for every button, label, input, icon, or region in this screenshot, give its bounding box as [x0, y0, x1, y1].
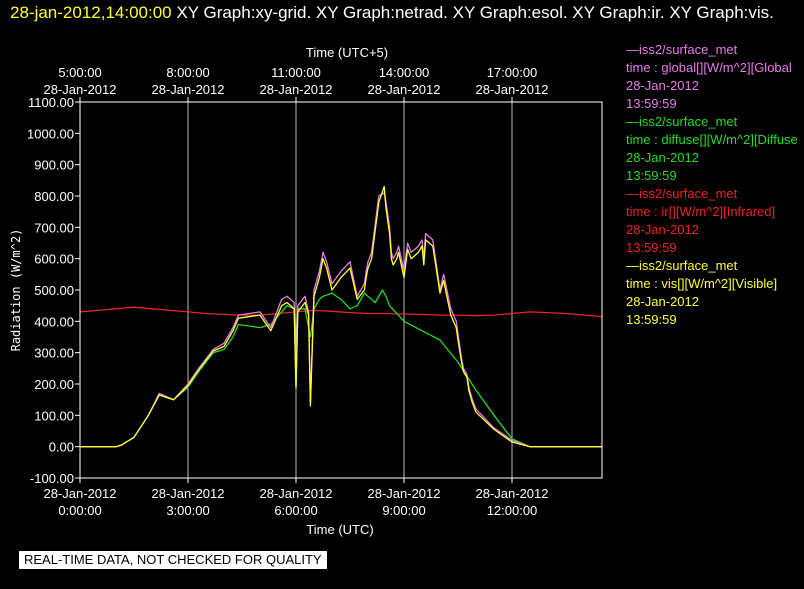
legend-time: 13:59:59 [626, 96, 677, 111]
legend-field: time : ir[][W/m^2][Infrared] [626, 204, 776, 219]
x-tick-bottom-time: 6:00:00 [274, 503, 317, 518]
y-tick-label: 500.00 [34, 283, 74, 298]
legend-date: 28-Jan-2012 [626, 222, 699, 237]
x-tick-top-date: 28-Jan-2012 [44, 82, 117, 97]
legend-field: time : diffuse[][W/m^2][Diffuse [626, 132, 798, 147]
x-tick-bottom-date: 28-Jan-2012 [368, 486, 441, 501]
series-layer [79, 185, 603, 448]
quality-warning-banner: REAL-TIME DATA, NOT CHECKED FOR QUALITY [19, 551, 327, 569]
y-tick-label: 200.00 [34, 377, 74, 392]
x-tick-top-time: 17:00:00 [487, 65, 538, 80]
legend-field: time : vis[][W/m^2][Visible] [626, 276, 778, 291]
axis-layer: -100.00 0.00 100.00 200.00 300.00 400.00 500.0… [27, 65, 549, 518]
legend-field: time : global[][W/m^2][Global [626, 60, 792, 75]
legend-entry-visible: —iss2/surface_met time : vis[][W/m^2][Vi… [626, 257, 804, 329]
y-tick-label: 300.00 [34, 346, 74, 361]
x-tick-bottom-time: 0:00:00 [58, 503, 101, 518]
y-tick-label: 1000.00 [27, 126, 74, 141]
y-tick-label: 0.00 [49, 440, 74, 455]
legend-date: 28-Jan-2012 [626, 150, 699, 165]
x-tick-bottom-time: 12:00:00 [487, 503, 538, 518]
legend-source: —iss2/surface_met [626, 186, 738, 201]
y-tick-label: 1100.00 [28, 95, 74, 110]
y-tick-label: 900.00 [34, 158, 74, 173]
legend-time: 13:59:59 [626, 240, 677, 255]
y-tick-label: 700.00 [34, 220, 74, 235]
y-tick-label: 800.00 [34, 189, 74, 204]
legend-entry-diffuse: —iss2/surface_met time : diffuse[][W/m^2… [626, 113, 804, 185]
x-tick-top-time: 8:00:00 [166, 65, 209, 80]
header-graph-list: XY Graph:xy-grid. XY Graph:netrad. XY Gr… [176, 3, 774, 22]
x-tick-bottom-time: 3:00:00 [166, 503, 209, 518]
series-line-visible [80, 185, 602, 448]
x-tick-top-date: 28-Jan-2012 [476, 82, 549, 97]
x-tick-bottom-date: 28-Jan-2012 [44, 486, 117, 501]
series-line-infrared [79, 306, 603, 318]
legend-date: 28-Jan-2012 [626, 294, 699, 309]
x-tick-bottom-date: 28-Jan-2012 [152, 486, 225, 501]
legend-entry-infrared: —iss2/surface_met time : ir[][W/m^2][Inf… [626, 185, 804, 257]
x-axis-top-label: Time (UTC+5) [306, 45, 388, 60]
header-timestamp: 28-jan-2012,14:00:00 [10, 3, 172, 22]
legend-source: —iss2/surface_met [626, 258, 738, 273]
y-tick-label: 600.00 [34, 252, 74, 267]
x-tick-top-time: 14:00:00 [379, 65, 430, 80]
series-line-diffuse [80, 289, 602, 448]
x-tick-bottom-time: 9:00:00 [382, 503, 425, 518]
legend-entry-global: —iss2/surface_met time : global[][W/m^2]… [626, 41, 804, 113]
x-tick-top-date: 28-Jan-2012 [152, 82, 225, 97]
x-tick-top-time: 11:00:00 [271, 65, 321, 80]
x-tick-bottom-date: 28-Jan-2012 [476, 486, 549, 501]
legend-time: 13:59:59 [626, 312, 677, 327]
x-tick-top-time: 5:00:00 [58, 65, 101, 80]
y-axis-label: Radiation (W/m^2) [9, 229, 23, 352]
series-line-global [80, 192, 602, 448]
plot-frame [79, 101, 603, 479]
graph-header: 28-jan-2012,14:00:00 XY Graph:xy-grid. X… [10, 2, 800, 24]
x-tick-top-date: 28-Jan-2012 [368, 82, 441, 97]
legend-source: —iss2/surface_met [626, 42, 738, 57]
y-tick-label: 400.00 [34, 314, 74, 329]
grid-layer [187, 102, 513, 478]
x-tick-top-date: 28-Jan-2012 [260, 82, 333, 97]
x-tick-bottom-date: 28-Jan-2012 [260, 486, 333, 501]
legend-time: 13:59:59 [626, 168, 677, 183]
y-tick-label: -100.00 [30, 471, 74, 486]
legend-date: 28-Jan-2012 [626, 78, 699, 93]
legend-source: —iss2/surface_met [626, 114, 738, 129]
y-tick-label: 100.00 [34, 408, 74, 423]
x-axis-bottom-label: Time (UTC) [306, 522, 373, 537]
